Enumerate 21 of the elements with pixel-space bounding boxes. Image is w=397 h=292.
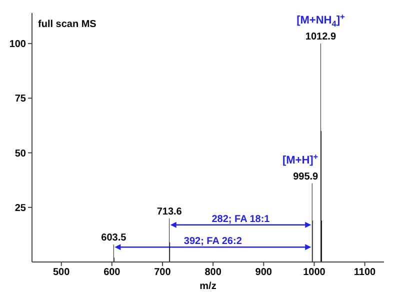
y-tick-label: 75 xyxy=(14,94,26,105)
x-tick-label: 1100 xyxy=(354,267,376,278)
annotation: 713.6 xyxy=(156,206,182,218)
x-tick-label: 500 xyxy=(52,267,70,278)
annotation: 995.9 xyxy=(293,171,319,182)
annotation: 1012.9 xyxy=(305,32,336,43)
annotation: 392; FA 26:2 xyxy=(184,236,242,248)
y-tick-label: 100 xyxy=(9,39,26,50)
x-tick-label: 1000 xyxy=(303,267,326,278)
x-tick-label: 900 xyxy=(255,267,272,278)
x-axis-title: m/z xyxy=(200,281,216,292)
x-tick-label: 600 xyxy=(104,267,121,278)
x-tick-label: 800 xyxy=(204,267,222,278)
annotation: [M+NH$_{4}$]$^{+}$ xyxy=(296,12,346,29)
y-tick-label: 25 xyxy=(14,202,26,214)
annotation: 603.5 xyxy=(101,232,127,244)
text: full scan MS xyxy=(38,19,97,30)
y-tick-label: 50 xyxy=(14,148,26,160)
annotation: 282; FA 18:1 xyxy=(212,214,270,225)
annotation: [M+H]$^{+}$ xyxy=(282,152,318,166)
x-tick-label: 700 xyxy=(154,267,172,278)
